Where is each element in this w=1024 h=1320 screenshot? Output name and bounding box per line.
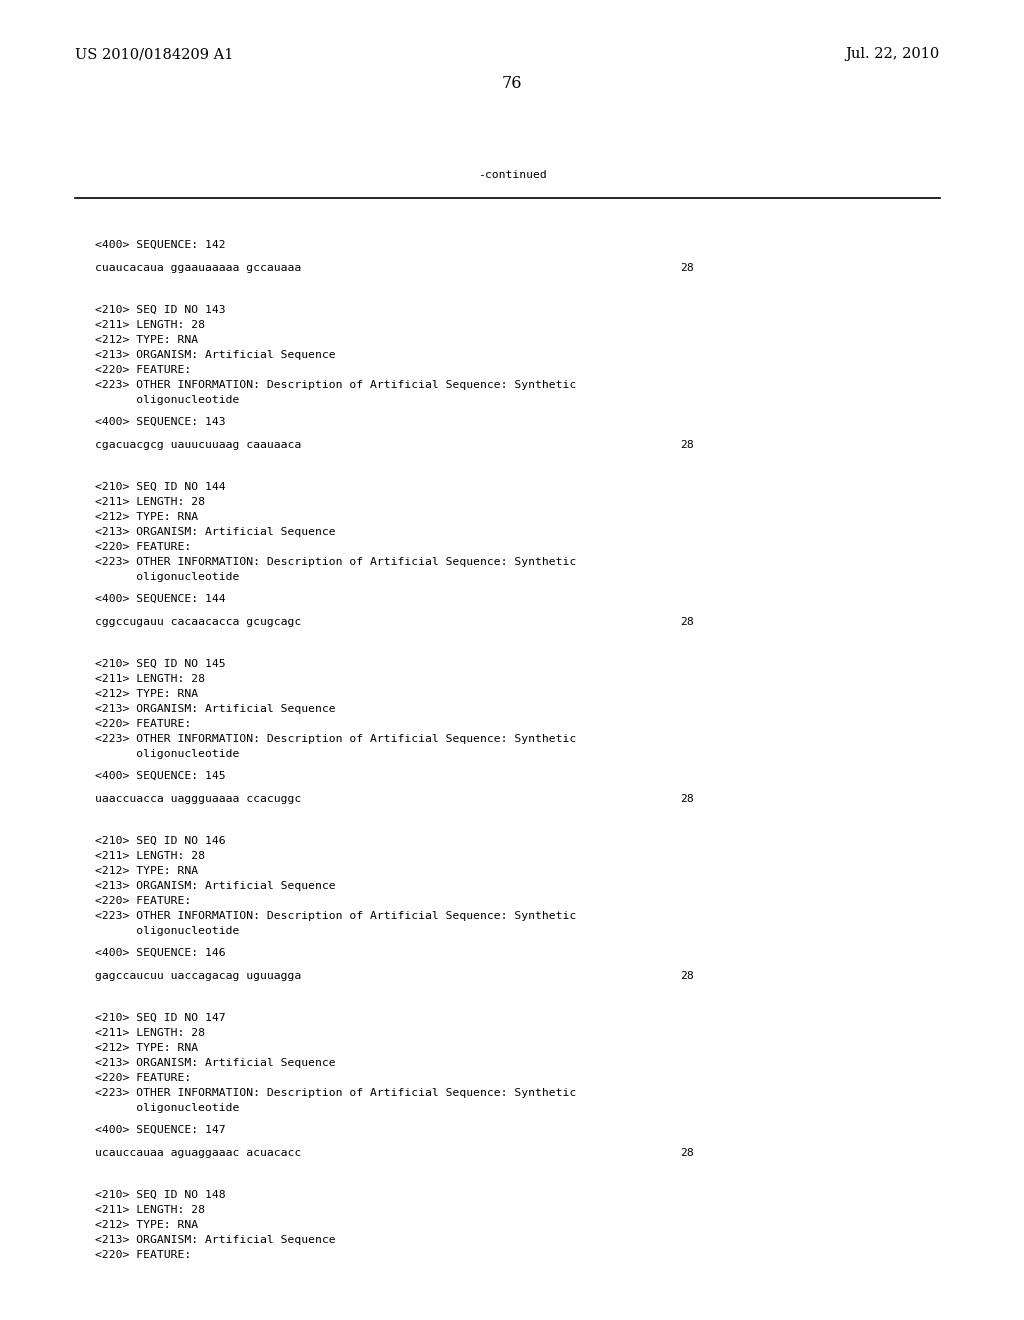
Text: Jul. 22, 2010: Jul. 22, 2010	[846, 48, 940, 61]
Text: <211> LENGTH: 28: <211> LENGTH: 28	[95, 319, 205, 330]
Text: 28: 28	[680, 440, 693, 450]
Text: <400> SEQUENCE: 144: <400> SEQUENCE: 144	[95, 594, 225, 605]
Text: <220> FEATURE:: <220> FEATURE:	[95, 366, 191, 375]
Text: 28: 28	[680, 972, 693, 981]
Text: <210> SEQ ID NO 143: <210> SEQ ID NO 143	[95, 305, 225, 315]
Text: <213> ORGANISM: Artificial Sequence: <213> ORGANISM: Artificial Sequence	[95, 880, 336, 891]
Text: 28: 28	[680, 263, 693, 273]
Text: <213> ORGANISM: Artificial Sequence: <213> ORGANISM: Artificial Sequence	[95, 1059, 336, 1068]
Text: gagccaucuu uaccagacag uguuagga: gagccaucuu uaccagacag uguuagga	[95, 972, 301, 981]
Text: <223> OTHER INFORMATION: Description of Artificial Sequence: Synthetic: <223> OTHER INFORMATION: Description of …	[95, 911, 577, 921]
Text: -continued: -continued	[477, 170, 547, 180]
Text: <211> LENGTH: 28: <211> LENGTH: 28	[95, 851, 205, 861]
Text: <211> LENGTH: 28: <211> LENGTH: 28	[95, 498, 205, 507]
Text: <212> TYPE: RNA: <212> TYPE: RNA	[95, 1220, 198, 1230]
Text: <212> TYPE: RNA: <212> TYPE: RNA	[95, 689, 198, 700]
Text: cuaucacaua ggaauaaaaa gccauaaa: cuaucacaua ggaauaaaaa gccauaaa	[95, 263, 301, 273]
Text: oligonucleotide: oligonucleotide	[95, 572, 240, 582]
Text: <223> OTHER INFORMATION: Description of Artificial Sequence: Synthetic: <223> OTHER INFORMATION: Description of …	[95, 734, 577, 744]
Text: 28: 28	[680, 616, 693, 627]
Text: <210> SEQ ID NO 146: <210> SEQ ID NO 146	[95, 836, 225, 846]
Text: <210> SEQ ID NO 145: <210> SEQ ID NO 145	[95, 659, 225, 669]
Text: <223> OTHER INFORMATION: Description of Artificial Sequence: Synthetic: <223> OTHER INFORMATION: Description of …	[95, 557, 577, 568]
Text: <223> OTHER INFORMATION: Description of Artificial Sequence: Synthetic: <223> OTHER INFORMATION: Description of …	[95, 380, 577, 389]
Text: ucauccauaa aguaggaaac acuacacc: ucauccauaa aguaggaaac acuacacc	[95, 1148, 301, 1158]
Text: <400> SEQUENCE: 147: <400> SEQUENCE: 147	[95, 1125, 225, 1135]
Text: <212> TYPE: RNA: <212> TYPE: RNA	[95, 866, 198, 876]
Text: <400> SEQUENCE: 143: <400> SEQUENCE: 143	[95, 417, 225, 426]
Text: <211> LENGTH: 28: <211> LENGTH: 28	[95, 675, 205, 684]
Text: <212> TYPE: RNA: <212> TYPE: RNA	[95, 335, 198, 345]
Text: <400> SEQUENCE: 146: <400> SEQUENCE: 146	[95, 948, 225, 958]
Text: <210> SEQ ID NO 148: <210> SEQ ID NO 148	[95, 1191, 225, 1200]
Text: <220> FEATURE:: <220> FEATURE:	[95, 543, 191, 552]
Text: <211> LENGTH: 28: <211> LENGTH: 28	[95, 1028, 205, 1038]
Text: <400> SEQUENCE: 145: <400> SEQUENCE: 145	[95, 771, 225, 781]
Text: oligonucleotide: oligonucleotide	[95, 1104, 240, 1113]
Text: 28: 28	[680, 795, 693, 804]
Text: 28: 28	[680, 1148, 693, 1158]
Text: <213> ORGANISM: Artificial Sequence: <213> ORGANISM: Artificial Sequence	[95, 527, 336, 537]
Text: <223> OTHER INFORMATION: Description of Artificial Sequence: Synthetic: <223> OTHER INFORMATION: Description of …	[95, 1088, 577, 1098]
Text: <220> FEATURE:: <220> FEATURE:	[95, 896, 191, 906]
Text: 76: 76	[502, 75, 522, 92]
Text: US 2010/0184209 A1: US 2010/0184209 A1	[75, 48, 233, 61]
Text: <220> FEATURE:: <220> FEATURE:	[95, 1250, 191, 1261]
Text: cggccugauu cacaacacca gcugcagc: cggccugauu cacaacacca gcugcagc	[95, 616, 301, 627]
Text: <213> ORGANISM: Artificial Sequence: <213> ORGANISM: Artificial Sequence	[95, 1236, 336, 1245]
Text: oligonucleotide: oligonucleotide	[95, 927, 240, 936]
Text: oligonucleotide: oligonucleotide	[95, 395, 240, 405]
Text: <400> SEQUENCE: 142: <400> SEQUENCE: 142	[95, 240, 225, 249]
Text: <212> TYPE: RNA: <212> TYPE: RNA	[95, 512, 198, 521]
Text: <212> TYPE: RNA: <212> TYPE: RNA	[95, 1043, 198, 1053]
Text: <213> ORGANISM: Artificial Sequence: <213> ORGANISM: Artificial Sequence	[95, 704, 336, 714]
Text: cgacuacgcg uauucuuaag caauaaca: cgacuacgcg uauucuuaag caauaaca	[95, 440, 301, 450]
Text: <213> ORGANISM: Artificial Sequence: <213> ORGANISM: Artificial Sequence	[95, 350, 336, 360]
Text: <210> SEQ ID NO 144: <210> SEQ ID NO 144	[95, 482, 225, 492]
Text: <210> SEQ ID NO 147: <210> SEQ ID NO 147	[95, 1012, 225, 1023]
Text: uaaccuacca uaggguaaaa ccacuggc: uaaccuacca uaggguaaaa ccacuggc	[95, 795, 301, 804]
Text: <220> FEATURE:: <220> FEATURE:	[95, 719, 191, 729]
Text: <220> FEATURE:: <220> FEATURE:	[95, 1073, 191, 1082]
Text: oligonucleotide: oligonucleotide	[95, 748, 240, 759]
Text: <211> LENGTH: 28: <211> LENGTH: 28	[95, 1205, 205, 1214]
